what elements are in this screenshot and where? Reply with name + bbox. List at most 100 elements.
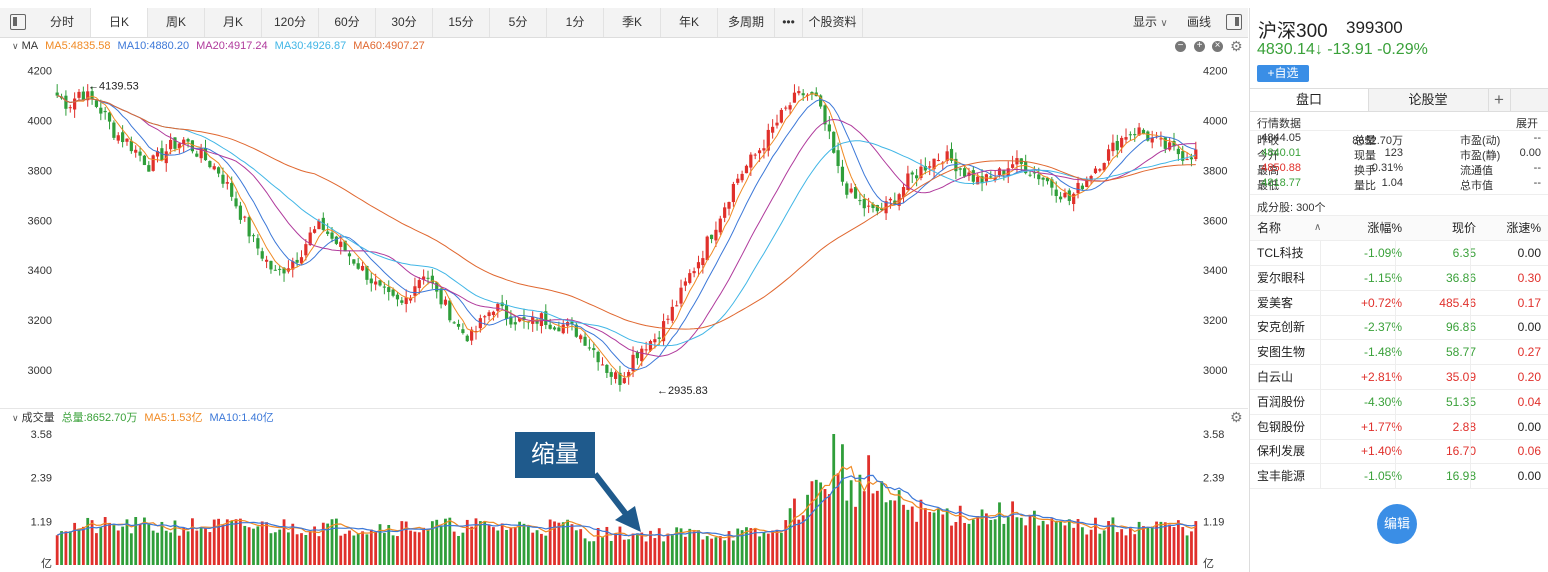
edit-button[interactable]: 编辑 bbox=[1377, 504, 1417, 544]
market-key: 现量 bbox=[1354, 150, 1376, 162]
table-row[interactable]: 包钢股份 +1.77% 2.88 0.00 bbox=[1250, 414, 1548, 440]
candle-body bbox=[199, 148, 203, 159]
candle-body bbox=[570, 321, 574, 324]
volume-bar bbox=[670, 534, 674, 565]
tab-10[interactable]: 季K bbox=[604, 8, 661, 37]
left-panel-toggle-icon[interactable] bbox=[10, 14, 26, 30]
volume-bar bbox=[300, 533, 303, 565]
volume-bar bbox=[535, 530, 539, 565]
volume-bar bbox=[557, 522, 561, 565]
candle-body bbox=[1041, 177, 1045, 180]
volume-bar bbox=[989, 519, 993, 565]
candlestick-chart[interactable]: 4200 4200 4000 4000 3800 3800 3600 3600 3400 3400… bbox=[0, 55, 1248, 408]
table-row[interactable]: 爱尔眼科 -1.15% 36.86 0.30 bbox=[1250, 265, 1548, 291]
tab-7[interactable]: 15分 bbox=[433, 8, 490, 37]
ma-prefix: MA bbox=[21, 40, 39, 52]
tab-3[interactable]: 月K bbox=[205, 8, 262, 37]
volume-chart[interactable]: 3.58 3.58 2.39 2.39 1.19 1.19 亿 亿 bbox=[0, 427, 1248, 572]
candle-body bbox=[234, 198, 238, 207]
volume-bar bbox=[1124, 535, 1128, 565]
tab-14[interactable]: 个股资料 bbox=[803, 8, 863, 37]
column-header[interactable]: 现价 bbox=[1451, 221, 1476, 235]
sort-icon[interactable]: ∧ bbox=[1314, 222, 1322, 233]
draw-line-button[interactable]: 画线 bbox=[1187, 15, 1212, 29]
volume-bar bbox=[339, 535, 343, 565]
candle-body bbox=[147, 165, 151, 172]
plus-icon[interactable]: + bbox=[1194, 41, 1205, 52]
volume-bar bbox=[404, 521, 408, 565]
tab-forum[interactable]: 论股堂 bbox=[1368, 89, 1489, 111]
volume-bar bbox=[186, 531, 190, 565]
candle-body bbox=[574, 324, 578, 337]
chevron-down-icon[interactable]: ∨ bbox=[12, 413, 19, 423]
candle-body bbox=[121, 132, 125, 143]
tab-12[interactable]: 多周期 bbox=[718, 8, 775, 37]
candle-body bbox=[365, 265, 369, 280]
gear-icon[interactable]: ⚙ bbox=[1230, 38, 1243, 54]
volume-bar bbox=[897, 490, 901, 565]
candle-body bbox=[422, 276, 426, 280]
tab-0[interactable]: 分时 bbox=[34, 8, 91, 37]
volume-bar bbox=[910, 506, 914, 565]
add-tab-button[interactable]: + bbox=[1488, 89, 1511, 111]
tab-9[interactable]: 1分 bbox=[547, 8, 604, 37]
divider bbox=[1250, 215, 1548, 216]
ma60-line bbox=[57, 95, 1196, 330]
cell-divider bbox=[1320, 241, 1321, 265]
volume-bar bbox=[1181, 527, 1185, 565]
volume-bar bbox=[1033, 510, 1036, 565]
display-menu[interactable]: 显示 ∨ bbox=[1133, 8, 1168, 37]
candle-body bbox=[243, 216, 247, 218]
market-key: 最低 bbox=[1257, 180, 1279, 192]
volume-bar bbox=[129, 533, 133, 565]
table-row[interactable]: 白云山 +2.81% 35.09 0.20 bbox=[1250, 365, 1548, 390]
volume-bar bbox=[596, 527, 600, 565]
chevron-down-icon[interactable]: ∨ bbox=[12, 41, 19, 51]
close-icon[interactable]: × bbox=[1212, 41, 1223, 52]
column-header[interactable]: 名称 bbox=[1257, 221, 1282, 235]
volume-bar bbox=[788, 508, 792, 565]
table-row[interactable]: 安图生物 -1.48% 58.77 0.27 bbox=[1250, 340, 1548, 366]
gear-icon[interactable]: ⚙ bbox=[1230, 409, 1243, 425]
stock-speed: 0.20 bbox=[1517, 370, 1541, 384]
candle-body bbox=[880, 208, 884, 211]
volume-bar bbox=[321, 522, 325, 565]
table-row[interactable]: 宝丰能源 -1.05% 16.98 0.00 bbox=[1250, 464, 1548, 490]
minus-icon[interactable]: − bbox=[1175, 41, 1186, 52]
tab-8[interactable]: 5分 bbox=[490, 8, 547, 37]
table-row[interactable]: 安克创新 -2.37% 96.86 0.00 bbox=[1250, 315, 1548, 341]
column-header[interactable]: 涨速% bbox=[1506, 221, 1541, 235]
column-header[interactable]: 涨幅% bbox=[1367, 221, 1402, 235]
volume-bar bbox=[291, 523, 295, 565]
volume-bar bbox=[958, 505, 962, 565]
expand-button[interactable]: 展开 bbox=[1516, 118, 1538, 130]
add-watchlist-button[interactable]: +自选 bbox=[1257, 65, 1309, 82]
tab-1[interactable]: 日K bbox=[91, 8, 148, 37]
right-panel-toggle-icon[interactable] bbox=[1226, 14, 1242, 30]
volume-bar bbox=[592, 541, 596, 565]
volume-bar bbox=[627, 539, 631, 565]
table-row[interactable]: TCL科技 -1.09% 6.35 0.00 bbox=[1250, 241, 1548, 266]
candle-body bbox=[465, 335, 469, 342]
candle-body bbox=[256, 238, 260, 249]
volume-bar bbox=[492, 527, 495, 565]
table-row[interactable]: 保利发展 +1.40% 16.70 0.06 bbox=[1250, 439, 1548, 465]
candle-body bbox=[993, 177, 997, 181]
candle-body bbox=[631, 354, 635, 372]
tab-5[interactable]: 60分 bbox=[319, 8, 376, 37]
candle-body bbox=[989, 176, 993, 178]
table-row[interactable]: 百润股份 -4.30% 51.35 0.04 bbox=[1250, 389, 1548, 415]
tab-13[interactable]: ••• bbox=[775, 8, 803, 37]
tab-6[interactable]: 30分 bbox=[376, 8, 433, 37]
cell-divider bbox=[1320, 389, 1321, 414]
tab-orderbook[interactable]: 盘口 bbox=[1250, 89, 1369, 111]
volume-bar bbox=[243, 525, 247, 565]
volume-bar bbox=[1050, 518, 1054, 565]
candle-body bbox=[295, 259, 299, 263]
table-row[interactable]: 爱美客 +0.72% 485.46 0.17 bbox=[1250, 290, 1548, 316]
tab-11[interactable]: 年K bbox=[661, 8, 718, 37]
volume-bar bbox=[771, 530, 775, 565]
tab-2[interactable]: 周K bbox=[148, 8, 205, 37]
candle-body bbox=[1054, 189, 1058, 197]
tab-4[interactable]: 120分 bbox=[262, 8, 319, 37]
